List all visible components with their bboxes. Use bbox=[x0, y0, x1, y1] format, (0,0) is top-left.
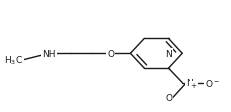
Text: O: O bbox=[107, 49, 114, 58]
Text: O$^-$: O$^-$ bbox=[204, 77, 219, 88]
Text: N: N bbox=[164, 49, 171, 58]
Text: +: + bbox=[190, 82, 196, 88]
Text: NH: NH bbox=[42, 49, 55, 58]
Text: N: N bbox=[185, 78, 192, 87]
Text: O: O bbox=[164, 93, 171, 102]
Text: H$_3$C: H$_3$C bbox=[4, 54, 22, 67]
